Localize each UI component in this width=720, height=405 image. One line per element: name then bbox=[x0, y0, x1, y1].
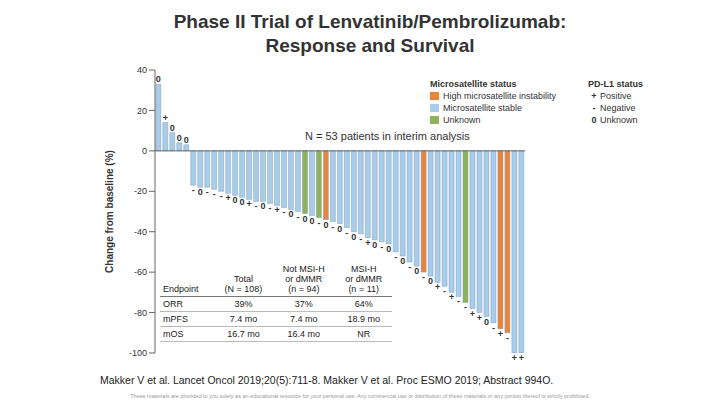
svg-text:-100: -100 bbox=[129, 348, 147, 358]
html-text:64%: 64% bbox=[354, 299, 373, 309]
svg-text:+: + bbox=[435, 282, 440, 292]
html-text:PD-L1 status: PD-L1 status bbox=[588, 79, 643, 89]
svg-text:0: 0 bbox=[302, 214, 307, 224]
html-text:18.9 mo: 18.9 mo bbox=[347, 314, 380, 324]
svg-text:0: 0 bbox=[288, 209, 293, 219]
svg-text:0: 0 bbox=[414, 266, 419, 276]
html-text:mPFS: mPFS bbox=[163, 314, 188, 324]
html-text:NR: NR bbox=[357, 329, 371, 339]
svg-text:-: - bbox=[345, 228, 348, 238]
html-text:Microsatellite status: Microsatellite status bbox=[430, 79, 517, 89]
html-text:Not MSI-H or dMMR (n = 94): Not MSI-H or dMMR (n = 94) bbox=[282, 264, 325, 294]
svg-text:+: + bbox=[163, 113, 168, 123]
svg-text:-: - bbox=[296, 212, 299, 222]
html-text:0 Unknown: 0 Unknown bbox=[591, 115, 638, 125]
svg-text:20: 20 bbox=[137, 106, 147, 116]
html-text:37%: 37% bbox=[294, 299, 313, 309]
svg-text:0: 0 bbox=[484, 317, 489, 327]
svg-text:+: + bbox=[498, 329, 503, 339]
svg-text:-20: -20 bbox=[134, 186, 147, 196]
svg-text:-: - bbox=[255, 201, 258, 211]
html-text:39%: 39% bbox=[234, 299, 253, 309]
svg-text:+: + bbox=[470, 309, 475, 319]
svg-text:-: - bbox=[492, 323, 495, 333]
html-text:N = 53 patients in interim ana: N = 53 patients in interim analysis bbox=[305, 130, 470, 142]
html-text:Total (N = 108): Total (N = 108) bbox=[224, 274, 263, 294]
svg-text:+: + bbox=[477, 313, 482, 323]
svg-text:0: 0 bbox=[337, 224, 342, 234]
html-text:These materials are provided t: These materials are provided to you sole… bbox=[130, 393, 590, 399]
html-text:Endpoint: Endpoint bbox=[163, 284, 199, 294]
html-text:Makker V et al. Lancet Oncol 2: Makker V et al. Lancet Oncol 2019;20(5):… bbox=[100, 374, 554, 386]
html-text:Phase II Trial of Lenvatinib/P: Phase II Trial of Lenvatinib/Pembrolizum… bbox=[173, 11, 567, 32]
svg-text:+: + bbox=[365, 238, 370, 248]
svg-text:0: 0 bbox=[170, 123, 175, 133]
svg-text:+: + bbox=[449, 292, 454, 302]
svg-text:-: - bbox=[192, 185, 195, 195]
svg-text:0: 0 bbox=[198, 187, 203, 197]
html-text:Microsatellite stable: Microsatellite stable bbox=[443, 103, 522, 113]
svg-text:-: - bbox=[206, 187, 209, 197]
svg-text:0: 0 bbox=[351, 232, 356, 242]
svg-text:-80: -80 bbox=[134, 308, 147, 318]
svg-text:-: - bbox=[317, 218, 320, 228]
html-text:ORR: ORR bbox=[163, 299, 183, 309]
svg-text:-40: -40 bbox=[134, 227, 147, 237]
svg-text:0: 0 bbox=[184, 135, 189, 145]
svg-text:+: + bbox=[512, 353, 517, 363]
svg-text:Change from baseline (%): Change from baseline (%) bbox=[104, 150, 115, 273]
html-text:16.4 mo: 16.4 mo bbox=[287, 329, 321, 339]
svg-text:-: - bbox=[506, 333, 509, 343]
svg-text:-: - bbox=[282, 207, 285, 217]
html-text:Response and Survival: Response and Survival bbox=[265, 35, 475, 56]
svg-text:0: 0 bbox=[309, 216, 314, 226]
html-text:7.4 mo: 7.4 mo bbox=[229, 314, 258, 324]
svg-text:0: 0 bbox=[323, 220, 328, 230]
svg-text:-: - bbox=[269, 203, 272, 213]
svg-text:-: - bbox=[422, 272, 425, 282]
svg-text:0: 0 bbox=[177, 133, 182, 143]
svg-text:0: 0 bbox=[240, 197, 245, 207]
html-text:MSI-H or dMMR (n = 11): MSI-H or dMMR (n = 11) bbox=[345, 264, 383, 294]
html-text:+ Positive: + Positive bbox=[591, 91, 632, 101]
svg-text:-60: -60 bbox=[134, 267, 147, 277]
html-text:16.7 mo: 16.7 mo bbox=[227, 329, 260, 339]
html-text:Negative: Negative bbox=[600, 103, 636, 113]
svg-text:+: + bbox=[519, 353, 524, 363]
svg-text:+: + bbox=[226, 193, 231, 203]
svg-text:-: - bbox=[331, 222, 334, 232]
html-text:High microsatellite instabilit: High microsatellite instability bbox=[443, 91, 556, 101]
svg-text:0: 0 bbox=[428, 276, 433, 286]
html-text:Unknown: Unknown bbox=[443, 115, 481, 125]
svg-text:0: 0 bbox=[233, 195, 238, 205]
svg-text:0: 0 bbox=[156, 74, 161, 84]
svg-text:-: - bbox=[443, 286, 446, 296]
svg-text:-: - bbox=[394, 252, 397, 262]
svg-text:-: - bbox=[457, 296, 460, 306]
svg-text:-: - bbox=[213, 189, 216, 199]
svg-text:0: 0 bbox=[142, 146, 147, 156]
svg-text:+: + bbox=[274, 205, 279, 215]
svg-text:0: 0 bbox=[386, 244, 391, 254]
svg-text:0: 0 bbox=[261, 201, 266, 211]
svg-text:-: - bbox=[359, 234, 362, 244]
svg-text:-: - bbox=[408, 262, 411, 272]
svg-text:-: - bbox=[464, 302, 467, 312]
svg-text:40: 40 bbox=[137, 65, 147, 75]
svg-text:-: - bbox=[220, 191, 223, 201]
svg-text:-: - bbox=[380, 242, 383, 252]
html-text:mOS: mOS bbox=[163, 329, 184, 339]
html-text:7.4 mo: 7.4 mo bbox=[290, 314, 318, 324]
svg-text:0: 0 bbox=[400, 256, 405, 266]
svg-text:0: 0 bbox=[372, 240, 377, 250]
svg-text:+: + bbox=[246, 199, 251, 209]
